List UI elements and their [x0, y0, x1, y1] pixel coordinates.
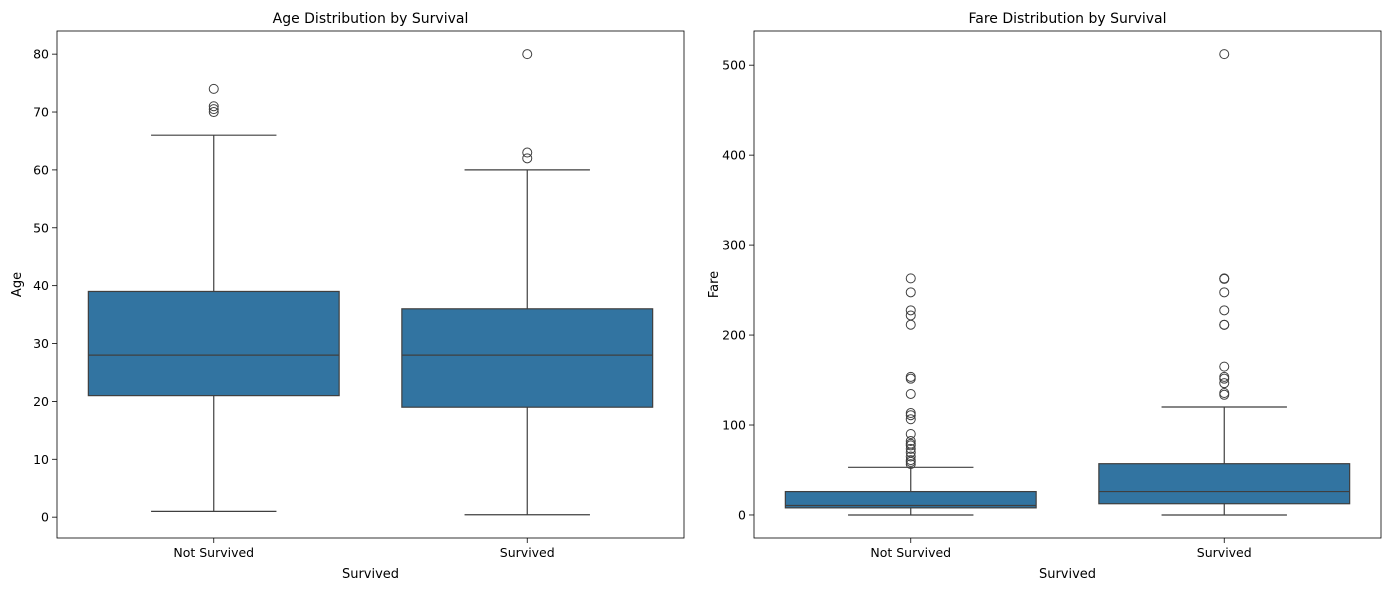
age-y-tick-label: 80 — [33, 47, 49, 62]
fare-survived-outlier — [1219, 387, 1230, 398]
fare-not-survived-outlier — [905, 455, 916, 466]
fare-not-survived-outlier — [905, 319, 916, 330]
fare-not-survived-outlier — [905, 305, 916, 316]
age-x-axis-label: Survived — [342, 567, 399, 582]
fare-not-survived-outlier — [905, 429, 916, 440]
fare-y-tick-label: 0 — [738, 507, 746, 522]
age-not-survived-outlier — [208, 107, 219, 118]
fare-not-survived-outlier — [905, 438, 916, 449]
age-survived-outlier — [522, 147, 533, 158]
fare-survived-outlier — [1219, 305, 1230, 316]
fare-chart-title: Fare Distribution by Survival — [968, 11, 1166, 27]
fare-not-survived-outlier — [905, 287, 916, 298]
fare-not-survived-box — [784, 490, 1037, 509]
fare-y-tick-label: 300 — [722, 238, 746, 253]
fare-not-survived-outlier — [905, 408, 916, 419]
age-not-survived-outlier — [208, 104, 219, 115]
fare-survived-outlier — [1219, 319, 1230, 330]
fare-not-survived-outlier — [905, 443, 916, 454]
fare-survived-outlier — [1219, 378, 1230, 389]
age-x-tick-label: Survived — [500, 545, 555, 560]
fare-boxplot-panel: Fare Distribution by Survival 0 100 200 300 4… — [707, 11, 1382, 582]
fare-survived-outlier — [1219, 273, 1230, 284]
age-y-tick-label: 0 — [41, 510, 49, 525]
fare-y-tick-label: 100 — [722, 418, 746, 433]
fare-y-tick-label: 200 — [722, 328, 746, 343]
fare-x-tick-label: Survived — [1197, 545, 1252, 560]
age-survived-box — [401, 308, 654, 408]
age-y-tick-label: 30 — [33, 336, 49, 351]
fare-survived-outlier — [1219, 371, 1230, 382]
age-y-tick-label: 50 — [33, 220, 49, 235]
fare-not-survived-outlier — [905, 451, 916, 462]
fare-y-tick-label: 500 — [722, 58, 746, 73]
age-y-tick-label: 10 — [33, 452, 49, 467]
age-not-survived-outlier — [208, 101, 219, 112]
fare-x-axis-label: Survived — [1039, 567, 1096, 582]
fare-survived-outlier — [1219, 49, 1230, 60]
fare-not-survived-outlier — [905, 388, 916, 399]
age-y-axis-label: Age — [10, 272, 25, 297]
age-axes-frame — [56, 30, 685, 539]
fare-x-tick-label: Not Survived — [870, 545, 951, 560]
age-y-tick-label: 40 — [33, 278, 49, 293]
fare-survived-outlier — [1219, 287, 1230, 298]
fare-not-survived-outlier — [905, 436, 916, 447]
age-not-survived-outlier — [208, 83, 219, 94]
age-y-tick-label: 60 — [33, 162, 49, 177]
fare-not-survived-outlier — [905, 414, 916, 425]
fare-not-survived-outlier — [905, 371, 916, 382]
fare-y-axis-label: Fare — [707, 271, 722, 298]
age-y-tick-label: 20 — [33, 394, 49, 409]
fare-y-tick-label: 400 — [722, 148, 746, 163]
fare-not-survived-outlier — [905, 459, 916, 470]
age-boxplot-panel: Age Distribution by Survival 0 10 20 30 40 50 6… — [10, 11, 685, 582]
fare-survived-box — [1098, 463, 1351, 505]
age-not-survived-box — [87, 290, 340, 397]
age-survived-outlier — [522, 153, 533, 164]
age-x-tick-label: Not Survived — [173, 545, 254, 560]
age-survived-outlier — [522, 49, 533, 60]
fare-not-survived-outlier — [905, 273, 916, 284]
fare-axes-frame — [753, 30, 1382, 539]
fare-not-survived-outlier — [905, 310, 916, 321]
age-y-tick-label: 70 — [33, 105, 49, 120]
fare-survived-outlier — [1219, 361, 1230, 372]
age-chart-title: Age Distribution by Survival — [273, 11, 469, 27]
